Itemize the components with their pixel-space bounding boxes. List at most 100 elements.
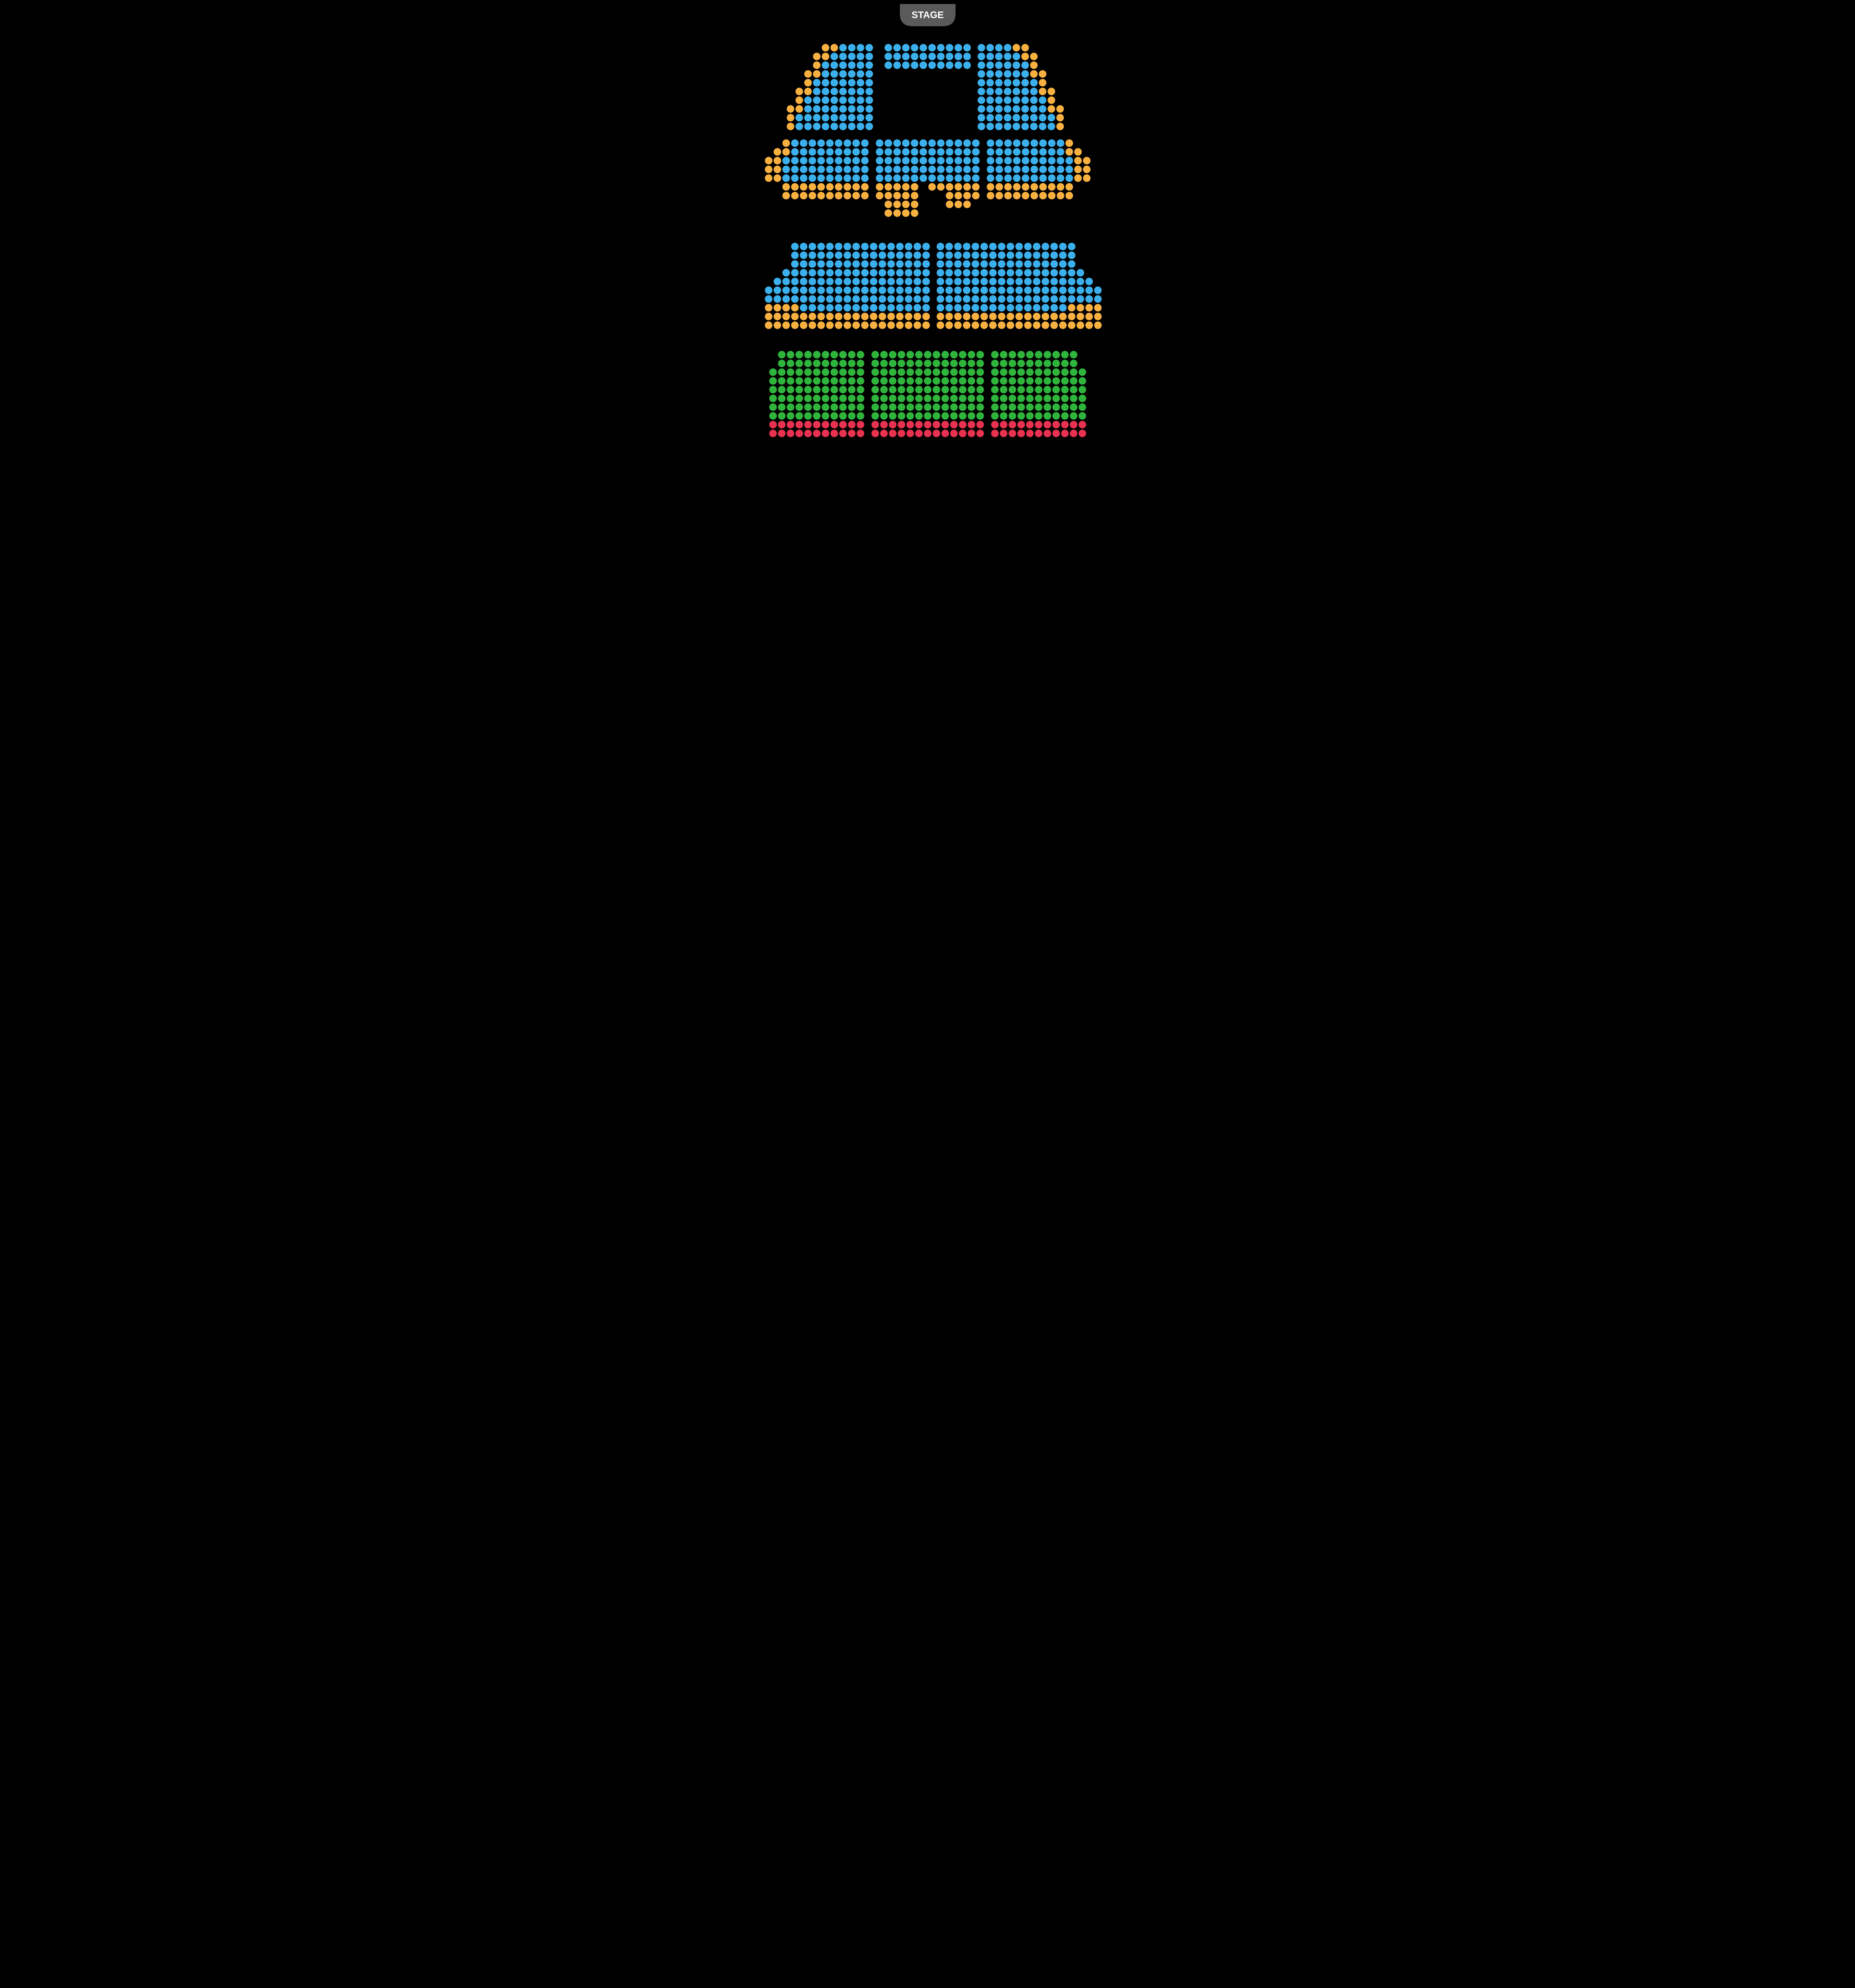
seat[interactable] xyxy=(1013,140,1020,147)
seat[interactable] xyxy=(1043,421,1051,429)
seat[interactable] xyxy=(1047,105,1055,113)
seat[interactable] xyxy=(773,322,781,329)
seat[interactable] xyxy=(1006,260,1014,268)
seat[interactable] xyxy=(1000,430,1007,437)
seat[interactable] xyxy=(1022,166,1029,173)
seat[interactable] xyxy=(1041,322,1049,329)
seat[interactable] xyxy=(791,166,798,173)
seat[interactable] xyxy=(963,53,971,60)
seat[interactable] xyxy=(950,395,958,402)
seat[interactable] xyxy=(1050,252,1058,259)
seat[interactable] xyxy=(1035,404,1042,411)
seat[interactable] xyxy=(1004,123,1011,130)
seat[interactable] xyxy=(817,243,825,250)
seat[interactable] xyxy=(987,192,994,200)
seat[interactable] xyxy=(913,287,921,294)
seat[interactable] xyxy=(1056,123,1064,130)
seat[interactable] xyxy=(804,386,812,394)
seat[interactable] xyxy=(839,70,847,78)
seat[interactable] xyxy=(1035,369,1042,376)
seat[interactable] xyxy=(1050,260,1058,268)
seat[interactable] xyxy=(817,304,825,312)
seat[interactable] xyxy=(848,88,855,95)
seat[interactable] xyxy=(959,369,966,376)
seat[interactable] xyxy=(861,175,868,182)
seat[interactable] xyxy=(889,351,896,359)
seat[interactable] xyxy=(896,269,903,277)
seat[interactable] xyxy=(1068,313,1075,320)
seat[interactable] xyxy=(1017,377,1025,385)
seat[interactable] xyxy=(871,421,879,429)
seat[interactable] xyxy=(906,412,914,420)
seat[interactable] xyxy=(995,79,1002,87)
seat[interactable] xyxy=(959,412,966,420)
seat[interactable] xyxy=(1052,360,1060,367)
seat[interactable] xyxy=(1039,192,1047,200)
seat[interactable] xyxy=(889,377,896,385)
seat[interactable] xyxy=(936,278,944,285)
seat[interactable] xyxy=(976,386,984,394)
seat[interactable] xyxy=(804,377,812,385)
seat[interactable] xyxy=(1015,252,1023,259)
seat[interactable] xyxy=(817,192,825,200)
seat[interactable] xyxy=(791,260,798,268)
seat[interactable] xyxy=(826,260,833,268)
seat[interactable] xyxy=(1008,395,1016,402)
seat[interactable] xyxy=(896,313,903,320)
seat[interactable] xyxy=(946,140,953,147)
seat[interactable] xyxy=(959,377,966,385)
seat[interactable] xyxy=(1078,395,1086,402)
seat[interactable] xyxy=(905,287,912,294)
seat[interactable] xyxy=(861,157,868,165)
seat[interactable] xyxy=(822,97,829,104)
seat[interactable] xyxy=(995,157,1003,165)
seat[interactable] xyxy=(1004,140,1012,147)
seat[interactable] xyxy=(1085,278,1093,285)
seat[interactable] xyxy=(843,175,851,182)
seat[interactable] xyxy=(950,369,958,376)
seat[interactable] xyxy=(1033,313,1040,320)
seat[interactable] xyxy=(804,412,812,420)
seat[interactable] xyxy=(924,412,931,420)
seat[interactable] xyxy=(919,166,927,173)
seat[interactable] xyxy=(852,295,860,303)
seat[interactable] xyxy=(1000,421,1007,429)
seat[interactable] xyxy=(1043,369,1051,376)
seat[interactable] xyxy=(787,386,794,394)
seat[interactable] xyxy=(906,369,914,376)
seat[interactable] xyxy=(980,260,988,268)
seat[interactable] xyxy=(897,377,905,385)
seat[interactable] xyxy=(830,62,838,69)
seat[interactable] xyxy=(928,166,936,173)
seat[interactable] xyxy=(950,412,958,420)
seat[interactable] xyxy=(980,295,988,303)
seat[interactable] xyxy=(913,260,921,268)
seat[interactable] xyxy=(922,313,930,320)
seat[interactable] xyxy=(835,304,842,312)
seat[interactable] xyxy=(769,377,777,385)
seat[interactable] xyxy=(769,412,777,420)
seat[interactable] xyxy=(887,269,895,277)
seat[interactable] xyxy=(1030,53,1037,60)
seat[interactable] xyxy=(813,53,820,60)
seat[interactable] xyxy=(906,386,914,394)
seat[interactable] xyxy=(902,175,909,182)
seat[interactable] xyxy=(1070,430,1077,437)
seat[interactable] xyxy=(963,278,970,285)
seat[interactable] xyxy=(924,360,931,367)
seat[interactable] xyxy=(905,322,912,329)
seat[interactable] xyxy=(1004,114,1011,122)
seat[interactable] xyxy=(1015,304,1023,312)
seat[interactable] xyxy=(1059,313,1066,320)
seat[interactable] xyxy=(905,269,912,277)
seat[interactable] xyxy=(1052,404,1060,411)
seat[interactable] xyxy=(848,53,855,60)
seat[interactable] xyxy=(902,183,909,191)
seat[interactable] xyxy=(977,79,985,87)
seat[interactable] xyxy=(954,313,961,320)
seat[interactable] xyxy=(1041,278,1049,285)
seat[interactable] xyxy=(971,295,979,303)
seat[interactable] xyxy=(813,351,820,359)
seat[interactable] xyxy=(986,88,994,95)
seat[interactable] xyxy=(1035,360,1042,367)
